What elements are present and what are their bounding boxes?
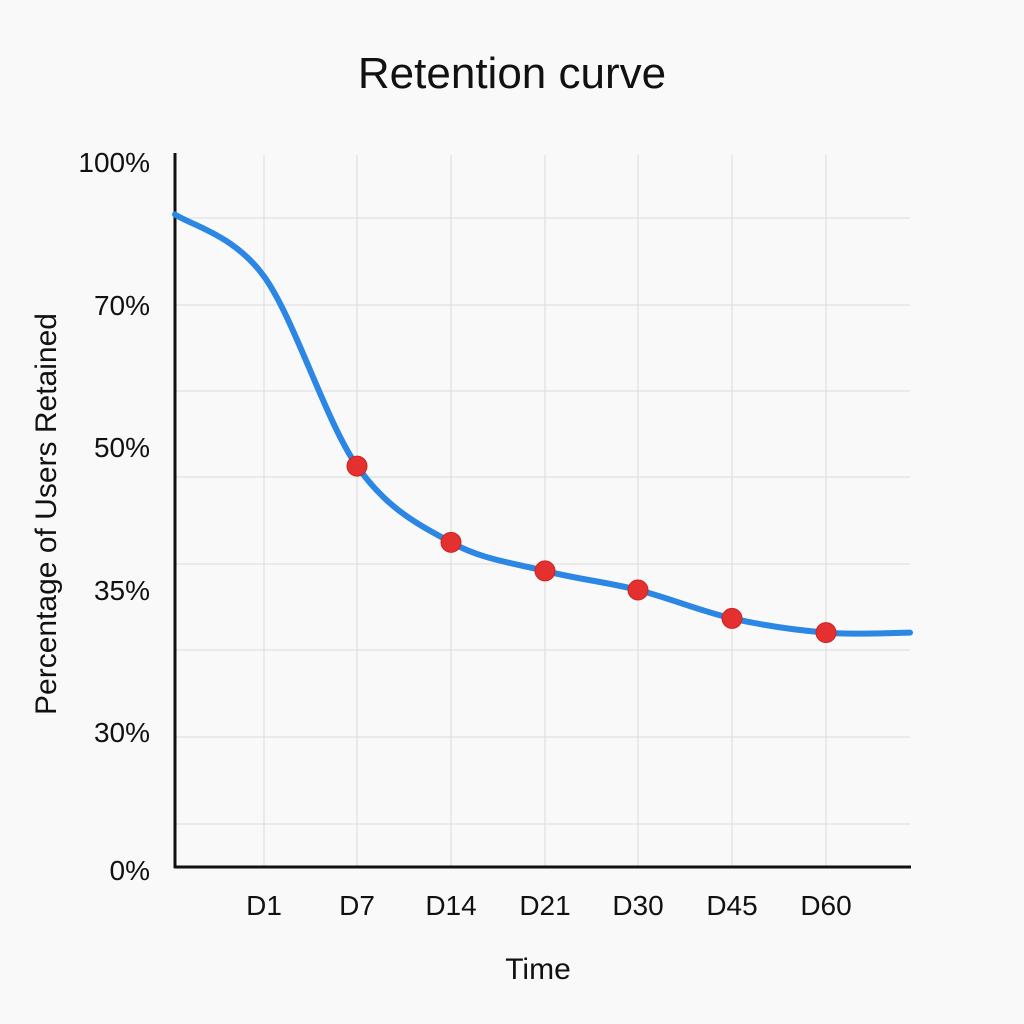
y-tick-label: 35% [94,575,150,606]
axes [173,153,911,869]
x-tick-label: D45 [706,890,757,921]
x-tick-label: D21 [519,890,570,921]
x-tick-label: D30 [612,890,663,921]
x-tick-label: D14 [425,890,476,921]
x-axis-title: Time [505,953,571,986]
x-tick-label: D7 [339,890,375,921]
data-point-d14 [440,531,462,553]
series-layer [172,211,913,637]
marker-layer [346,455,837,644]
data-point-d60 [815,622,837,644]
y-tick-label: 70% [94,290,150,321]
chart-title: Retention curve [358,49,666,98]
retention-series-line [172,211,913,637]
data-point-d21 [534,560,556,582]
y-tick-label: 30% [94,717,150,748]
y-axis-title: Percentage of Users Retained [30,313,63,715]
x-tick-label: D60 [800,890,851,921]
y-tick-label: 0% [110,855,150,886]
data-point-d30 [627,579,649,601]
y-tick-label: 50% [94,432,150,463]
y-tick-label: 100% [78,147,150,178]
data-point-d7 [346,455,368,477]
x-tick-label: D1 [246,890,282,921]
data-point-d45 [721,607,743,629]
gridlines [175,155,910,867]
tick-labels: D1 D7 D14 D21 D30 D45 D60 100% 70% 50% 35% 30% 0% [78,147,851,921]
